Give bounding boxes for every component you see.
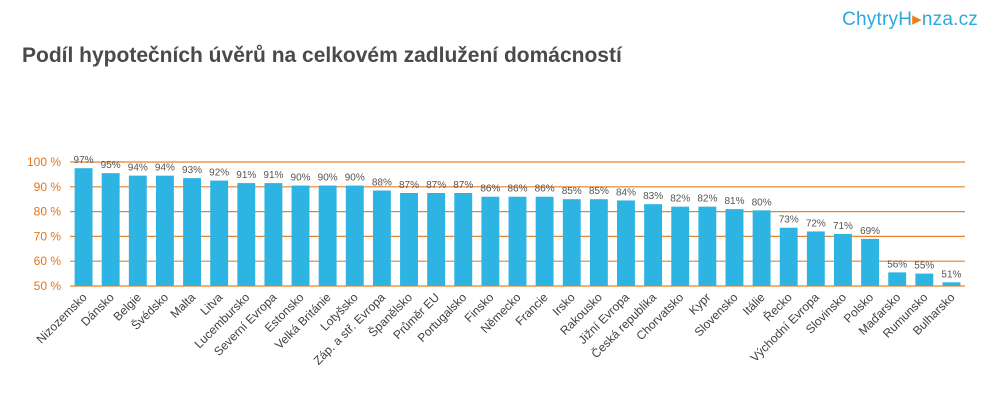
data-label: 94%	[155, 163, 175, 174]
bar	[128, 175, 147, 286]
data-label: 97%	[74, 155, 94, 166]
bar	[155, 175, 174, 286]
bar	[291, 185, 310, 286]
bar	[237, 183, 256, 286]
y-tick-label: 50 %	[34, 279, 62, 293]
bar	[400, 193, 418, 286]
bar	[671, 206, 690, 286]
brand-arrow-icon: ▸	[912, 9, 922, 30]
bar	[942, 282, 961, 286]
data-label: 71%	[833, 221, 853, 232]
chart-title: Podíl hypotečních úvěrů na celkovém zadl…	[22, 44, 622, 67]
data-label: 87%	[453, 180, 473, 191]
bar	[101, 173, 120, 286]
data-label: 73%	[779, 215, 799, 226]
data-label: 83%	[643, 191, 663, 202]
data-label: 93%	[182, 165, 202, 176]
data-label: 92%	[209, 168, 229, 179]
x-tick-label: Malta	[168, 290, 199, 321]
data-label: 86%	[507, 184, 527, 195]
bar	[698, 206, 717, 286]
data-label: 82%	[670, 194, 690, 205]
bar	[725, 209, 744, 286]
bar	[806, 231, 825, 286]
bar	[427, 193, 446, 286]
bar	[834, 233, 852, 286]
bar	[535, 196, 554, 286]
bar	[861, 238, 880, 286]
data-label: 69%	[860, 226, 880, 237]
data-label: 85%	[589, 186, 609, 197]
data-label: 72%	[806, 218, 826, 229]
data-label: 87%	[399, 180, 419, 191]
data-label: 80%	[752, 197, 772, 208]
bar	[318, 185, 337, 286]
bar	[508, 196, 527, 286]
bar	[372, 190, 391, 286]
data-label: 90%	[291, 173, 311, 184]
bar	[562, 199, 581, 286]
bar	[617, 200, 635, 286]
data-label: 81%	[724, 196, 744, 207]
data-label: 85%	[562, 186, 582, 197]
y-tick-label: 70 %	[34, 229, 62, 243]
data-label: 55%	[914, 261, 934, 272]
brand-text-2: nza.cz	[921, 9, 978, 30]
data-label: 95%	[101, 160, 121, 171]
bar	[481, 196, 500, 286]
data-label: 91%	[236, 170, 256, 181]
brand-logo: ChytryH▸nza.cz	[842, 8, 978, 31]
y-tick-label: 60 %	[34, 254, 62, 268]
data-label: 51%	[941, 269, 961, 280]
data-label: 86%	[480, 184, 500, 195]
y-tick-label: 90 %	[34, 180, 62, 194]
data-label: 56%	[887, 259, 907, 270]
data-label: 88%	[372, 178, 392, 189]
data-label: 82%	[697, 194, 717, 205]
bar	[183, 178, 201, 286]
bar	[752, 210, 771, 286]
bar	[454, 193, 473, 286]
bar	[779, 227, 798, 286]
data-label: 91%	[263, 170, 283, 181]
data-label: 90%	[318, 173, 338, 184]
bar	[589, 199, 608, 286]
bar	[74, 168, 93, 286]
data-label: 84%	[616, 187, 636, 198]
bar	[888, 272, 907, 286]
brand-text-1: ChytryH	[842, 9, 913, 30]
bar	[210, 180, 229, 286]
y-tick-label: 80 %	[34, 205, 62, 219]
data-label: 94%	[128, 163, 148, 174]
y-tick-label: 100 %	[27, 155, 61, 169]
bar	[345, 185, 364, 286]
data-label: 87%	[426, 180, 446, 191]
bar	[915, 273, 934, 286]
bar	[264, 183, 283, 286]
data-label: 86%	[535, 184, 555, 195]
data-label: 90%	[345, 173, 365, 184]
bar	[644, 204, 663, 286]
